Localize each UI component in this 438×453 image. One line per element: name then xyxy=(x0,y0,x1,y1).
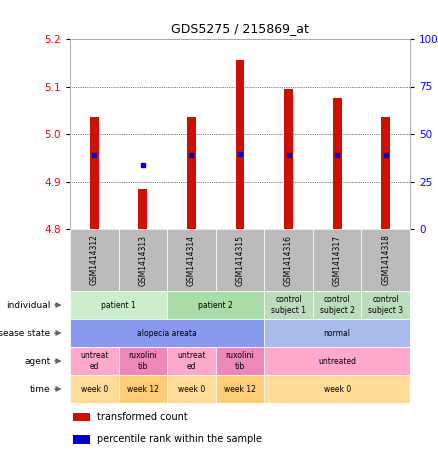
Text: control
subject 3: control subject 3 xyxy=(368,295,403,315)
Bar xyxy=(215,347,264,375)
Title: GDS5275 / 215869_at: GDS5275 / 215869_at xyxy=(171,22,309,35)
Bar xyxy=(70,347,119,375)
Bar xyxy=(236,60,244,229)
Bar xyxy=(215,375,264,403)
Text: GSM1414313: GSM1414313 xyxy=(138,235,147,285)
Text: untreat
ed: untreat ed xyxy=(80,351,109,371)
Bar xyxy=(215,229,264,291)
Bar xyxy=(313,229,361,291)
Bar xyxy=(70,291,167,319)
Bar xyxy=(264,229,313,291)
Text: ruxolini
tib: ruxolini tib xyxy=(226,351,254,371)
Bar xyxy=(70,229,119,291)
Bar xyxy=(167,375,215,403)
Text: week 12: week 12 xyxy=(127,385,159,394)
Text: GSM1414317: GSM1414317 xyxy=(332,235,342,285)
Bar xyxy=(361,291,410,319)
Bar xyxy=(187,117,196,229)
Bar xyxy=(264,375,410,403)
Bar xyxy=(119,375,167,403)
Text: GSM1414318: GSM1414318 xyxy=(381,235,390,285)
Bar xyxy=(313,291,361,319)
Bar xyxy=(74,435,90,443)
Bar xyxy=(70,375,119,403)
Text: agent: agent xyxy=(24,357,50,366)
Text: disease state: disease state xyxy=(0,328,50,337)
Bar xyxy=(333,98,342,229)
Bar xyxy=(264,347,410,375)
Text: time: time xyxy=(30,385,50,394)
Text: patient 1: patient 1 xyxy=(101,300,136,309)
Text: percentile rank within the sample: percentile rank within the sample xyxy=(97,434,262,444)
Bar xyxy=(381,117,390,229)
Bar xyxy=(167,347,215,375)
Text: ruxolini
tib: ruxolini tib xyxy=(128,351,157,371)
Text: control
subject 2: control subject 2 xyxy=(320,295,355,315)
Bar xyxy=(119,347,167,375)
Bar xyxy=(70,319,264,347)
Text: untreated: untreated xyxy=(318,357,356,366)
Bar xyxy=(167,229,215,291)
Text: week 0: week 0 xyxy=(81,385,108,394)
Bar xyxy=(74,413,90,421)
Text: individual: individual xyxy=(6,300,50,309)
Text: transformed count: transformed count xyxy=(97,412,188,422)
Text: week 12: week 12 xyxy=(224,385,256,394)
Text: GSM1414314: GSM1414314 xyxy=(187,235,196,285)
Bar xyxy=(361,229,410,291)
Bar xyxy=(138,188,147,229)
Text: untreat
ed: untreat ed xyxy=(177,351,206,371)
Text: GSM1414316: GSM1414316 xyxy=(284,235,293,285)
Bar xyxy=(264,319,410,347)
Bar xyxy=(264,291,313,319)
Text: week 0: week 0 xyxy=(178,385,205,394)
Text: GSM1414312: GSM1414312 xyxy=(90,235,99,285)
Text: GSM1414315: GSM1414315 xyxy=(236,235,244,285)
Bar xyxy=(284,89,293,229)
Bar xyxy=(90,117,99,229)
Bar xyxy=(167,291,264,319)
Bar xyxy=(119,229,167,291)
Text: alopecia areata: alopecia areata xyxy=(137,328,197,337)
Text: patient 2: patient 2 xyxy=(198,300,233,309)
Text: control
subject 1: control subject 1 xyxy=(271,295,306,315)
Text: week 0: week 0 xyxy=(324,385,351,394)
Text: normal: normal xyxy=(324,328,351,337)
